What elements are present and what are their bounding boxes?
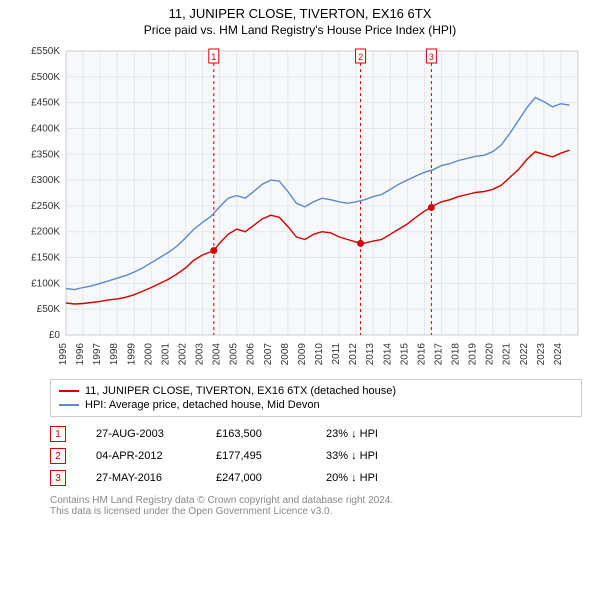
attribution-line-2: This data is licensed under the Open Gov… — [50, 506, 582, 517]
transaction-price: £163,500 — [216, 428, 296, 440]
svg-text:2008: 2008 — [280, 343, 291, 366]
svg-text:3: 3 — [429, 52, 434, 62]
svg-text:2001: 2001 — [160, 343, 171, 366]
svg-text:1998: 1998 — [109, 343, 120, 366]
svg-text:2002: 2002 — [177, 343, 188, 366]
svg-text:2018: 2018 — [451, 343, 462, 366]
price-chart: £0 £50K £100K £150K £200K £250K £300K £350K £400… — [18, 45, 582, 375]
svg-text:2022: 2022 — [519, 343, 530, 366]
svg-text:£450K: £450K — [31, 98, 60, 109]
transaction-marker: 3 — [50, 470, 66, 486]
transaction-hpi-delta: 23% ↓ HPI — [326, 428, 406, 440]
svg-text:2006: 2006 — [246, 343, 257, 366]
attribution-text: Contains HM Land Registry data © Crown c… — [50, 495, 582, 517]
svg-text:1997: 1997 — [92, 343, 103, 366]
transaction-price: £177,495 — [216, 450, 296, 462]
svg-text:2005: 2005 — [229, 343, 240, 366]
transaction-date: 04-APR-2012 — [96, 450, 186, 462]
chart-subtitle: Price paid vs. HM Land Registry's House … — [0, 23, 600, 37]
svg-text:£0: £0 — [49, 330, 61, 341]
svg-text:2021: 2021 — [502, 343, 513, 366]
svg-text:2011: 2011 — [331, 343, 342, 365]
svg-text:£50K: £50K — [37, 304, 61, 315]
svg-text:£250K: £250K — [31, 201, 60, 212]
svg-text:£550K: £550K — [31, 46, 60, 57]
svg-text:2015: 2015 — [399, 343, 410, 366]
svg-text:1999: 1999 — [126, 343, 137, 366]
svg-text:£300K: £300K — [31, 175, 60, 186]
svg-text:2004: 2004 — [212, 343, 223, 366]
svg-text:2019: 2019 — [468, 343, 479, 366]
svg-text:£150K: £150K — [31, 253, 60, 264]
legend-item: HPI: Average price, detached house, Mid … — [59, 398, 573, 412]
transaction-row: 3 27-MAY-2016 £247,000 20% ↓ HPI — [50, 467, 582, 489]
svg-text:2013: 2013 — [365, 343, 376, 366]
legend-swatch — [59, 404, 79, 406]
transaction-table: 1 27-AUG-2003 £163,500 23% ↓ HPI 2 04-APR-201… — [50, 423, 582, 489]
chart-legend: 11, JUNIPER CLOSE, TIVERTON, EX16 6TX (d… — [50, 379, 582, 417]
svg-text:2024: 2024 — [553, 343, 564, 366]
transaction-date: 27-AUG-2003 — [96, 428, 186, 440]
svg-text:2007: 2007 — [263, 343, 274, 366]
svg-text:£400K: £400K — [31, 123, 60, 134]
legend-label: 11, JUNIPER CLOSE, TIVERTON, EX16 6TX (d… — [85, 385, 396, 397]
legend-item: 11, JUNIPER CLOSE, TIVERTON, EX16 6TX (d… — [59, 384, 573, 398]
chart-title: 11, JUNIPER CLOSE, TIVERTON, EX16 6TX — [0, 6, 600, 21]
svg-text:1: 1 — [211, 52, 216, 62]
svg-text:2: 2 — [358, 52, 363, 62]
attribution-line-1: Contains HM Land Registry data © Crown c… — [50, 495, 582, 506]
chart-container: £0 £50K £100K £150K £200K £250K £300K £350K £400… — [18, 45, 582, 375]
transaction-hpi-delta: 33% ↓ HPI — [326, 450, 406, 462]
transaction-marker: 2 — [50, 448, 66, 464]
transaction-marker: 1 — [50, 426, 66, 442]
svg-text:2010: 2010 — [314, 343, 325, 366]
svg-text:2023: 2023 — [536, 343, 547, 366]
legend-swatch — [59, 390, 79, 392]
legend-label: HPI: Average price, detached house, Mid … — [85, 399, 320, 411]
svg-text:2020: 2020 — [485, 343, 496, 366]
svg-text:2003: 2003 — [195, 343, 206, 366]
svg-text:2014: 2014 — [382, 343, 393, 366]
svg-text:£100K: £100K — [31, 278, 60, 289]
transaction-date: 27-MAY-2016 — [96, 472, 186, 484]
svg-text:2017: 2017 — [433, 343, 444, 366]
svg-text:2012: 2012 — [348, 343, 359, 366]
svg-text:1996: 1996 — [75, 343, 86, 366]
svg-text:£500K: £500K — [31, 72, 60, 83]
svg-text:1995: 1995 — [58, 343, 69, 366]
transaction-hpi-delta: 20% ↓ HPI — [326, 472, 406, 484]
transaction-price: £247,000 — [216, 472, 296, 484]
svg-text:2000: 2000 — [143, 343, 154, 366]
svg-text:£350K: £350K — [31, 149, 60, 160]
svg-text:£200K: £200K — [31, 227, 60, 238]
svg-text:2016: 2016 — [416, 343, 427, 366]
transaction-row: 2 04-APR-2012 £177,495 33% ↓ HPI — [50, 445, 582, 467]
svg-text:2009: 2009 — [297, 343, 308, 366]
transaction-row: 1 27-AUG-2003 £163,500 23% ↓ HPI — [50, 423, 582, 445]
